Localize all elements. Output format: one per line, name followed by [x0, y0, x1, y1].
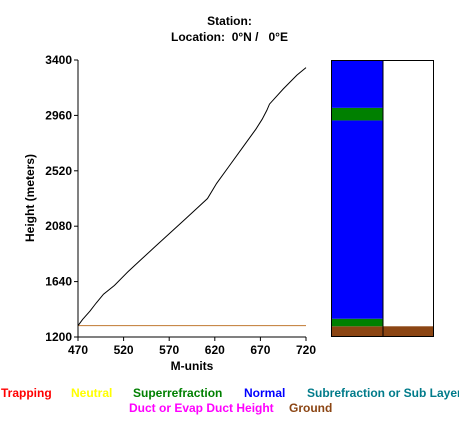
- x-tick-label-1: 520: [114, 343, 134, 357]
- profile-left-segment-superrefraction-1: [331, 318, 383, 327]
- x-tick-label-3: 620: [205, 343, 225, 357]
- profile-left-segment-normal-4: [331, 60, 383, 108]
- legend-superrefraction: Superrefraction: [133, 386, 223, 400]
- profile-left-segment-ground-0: [331, 326, 383, 337]
- x-tick-label-5: 720: [296, 343, 316, 357]
- legend-normal: Normal: [244, 386, 286, 400]
- location-title: Location: 0°N / 0°E: [0, 30, 459, 44]
- location-label: Location:: [171, 30, 226, 44]
- profile-bar: [331, 60, 434, 337]
- legend-trapping: Trapping: [1, 386, 52, 400]
- x-tick-label-4: 670: [250, 343, 270, 357]
- y-axis-label: Height (meters): [23, 154, 37, 242]
- y-tick-label-1: 1640: [45, 275, 72, 289]
- x-tick-label-0: 470: [68, 343, 88, 357]
- legend-ground: Ground: [289, 401, 333, 415]
- y-tick-label-5: 3400: [45, 53, 72, 67]
- y-tick-label-0: 1200: [45, 330, 72, 344]
- y-tick-label-4: 2960: [45, 108, 72, 122]
- legend-subrefraction: Subrefraction or Sub Layer: [307, 386, 459, 400]
- profile-right-segment-ground-0: [383, 326, 434, 337]
- station-title: Station:: [207, 14, 252, 28]
- profile-left-segment-normal-2: [331, 120, 383, 319]
- x-tick-label-2: 570: [159, 343, 179, 357]
- y-tick-label-3: 2520: [45, 164, 72, 178]
- location-value: 0°N / 0°E: [231, 30, 288, 44]
- y-tick-label-2: 2080: [45, 219, 72, 233]
- legend-duct-height: Duct or Evap Duct Height: [129, 401, 274, 415]
- profile-left-segment-superrefraction-3: [331, 107, 383, 121]
- plot-area: 1200 1640 2080 2520 2960 3400 470 520 570 620 670 7…: [45, 53, 316, 357]
- m-unit-profile-line: [77, 67, 307, 326]
- legend-neutral: Neutral: [71, 386, 113, 400]
- x-axis-label: M-units: [171, 359, 214, 373]
